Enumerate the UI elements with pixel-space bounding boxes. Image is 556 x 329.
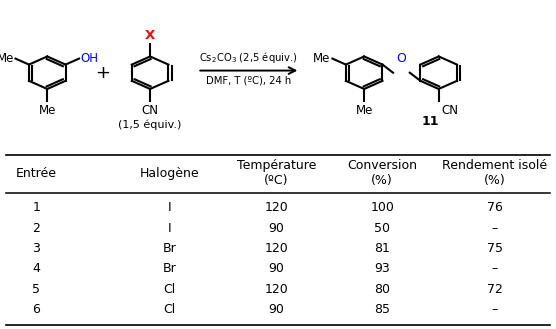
Text: 76: 76 [487, 201, 503, 215]
Text: –: – [492, 222, 498, 235]
Text: +: + [96, 64, 110, 82]
Text: Me: Me [0, 52, 14, 65]
Text: 80: 80 [374, 283, 390, 296]
Text: Me: Me [355, 104, 373, 117]
Text: 120: 120 [265, 201, 289, 215]
Text: Br: Br [163, 242, 176, 255]
Text: Cl: Cl [163, 303, 176, 316]
Text: Température
(ºC): Température (ºC) [237, 159, 316, 188]
Text: Br: Br [163, 263, 176, 275]
Text: Cs$_2$CO$_3$ (2,5 équiv.): Cs$_2$CO$_3$ (2,5 équiv.) [200, 50, 298, 65]
Text: 90: 90 [269, 222, 285, 235]
Text: 50: 50 [374, 222, 390, 235]
Text: 90: 90 [269, 303, 285, 316]
Text: 4: 4 [32, 263, 40, 275]
Text: 90: 90 [269, 263, 285, 275]
Text: CN: CN [441, 104, 459, 116]
Text: 120: 120 [265, 242, 289, 255]
Text: I: I [168, 201, 171, 215]
Text: I: I [168, 222, 171, 235]
Text: 120: 120 [265, 283, 289, 296]
Text: DMF, T (ºC), 24 h: DMF, T (ºC), 24 h [206, 76, 291, 86]
Text: Conversion
(%): Conversion (%) [348, 159, 417, 188]
Text: –: – [492, 263, 498, 275]
Text: 6: 6 [32, 303, 40, 316]
Text: Me: Me [314, 52, 331, 65]
Text: Entrée: Entrée [16, 167, 57, 180]
Text: (1,5 équiv.): (1,5 équiv.) [118, 120, 182, 130]
Text: 72: 72 [487, 283, 503, 296]
Text: Me: Me [38, 104, 56, 117]
Text: Halogène: Halogène [140, 167, 200, 180]
Text: 100: 100 [370, 201, 394, 215]
Text: 81: 81 [374, 242, 390, 255]
Text: 5: 5 [32, 283, 40, 296]
Text: –: – [492, 303, 498, 316]
Text: 3: 3 [32, 242, 40, 255]
Text: CN: CN [142, 104, 158, 116]
Text: 1: 1 [32, 201, 40, 215]
Text: Cl: Cl [163, 283, 176, 296]
Text: 2: 2 [32, 222, 40, 235]
Text: 75: 75 [487, 242, 503, 255]
Text: X: X [145, 29, 155, 42]
Text: 11: 11 [421, 114, 439, 128]
Text: Rendement isolé
(%): Rendement isolé (%) [442, 159, 548, 188]
Text: OH: OH [81, 52, 99, 65]
Text: O: O [396, 52, 406, 65]
Text: 93: 93 [374, 263, 390, 275]
Text: 85: 85 [374, 303, 390, 316]
